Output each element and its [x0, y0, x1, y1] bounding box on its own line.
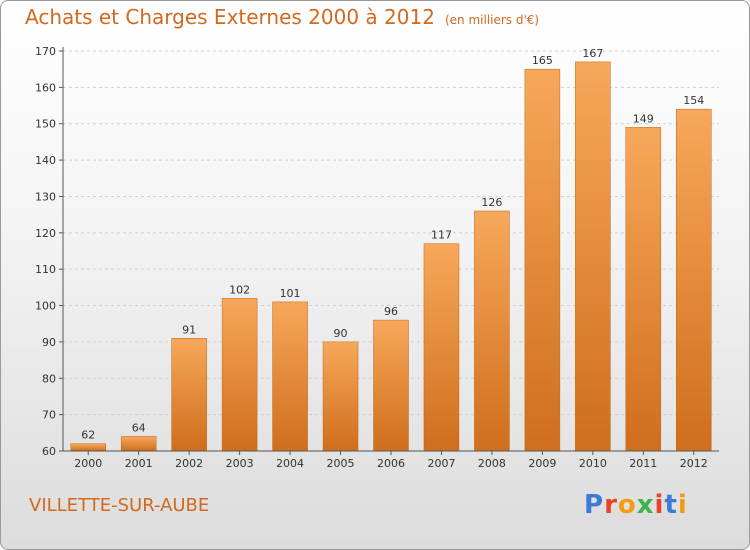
y-tick-label: 170 — [35, 45, 56, 58]
data-label: 154 — [683, 94, 704, 107]
bar — [120, 436, 157, 452]
data-label: 165 — [532, 54, 553, 67]
data-label: 102 — [229, 283, 250, 296]
data-label: 149 — [633, 112, 654, 125]
logo-letter: i — [677, 490, 688, 520]
data-label: 96 — [384, 305, 398, 318]
bar — [423, 243, 460, 452]
y-tick-label: 140 — [35, 154, 56, 167]
chart-title-unit: (en milliers d'€) — [444, 13, 540, 27]
y-tick-label: 110 — [35, 263, 56, 276]
y-tick-label: 130 — [35, 190, 56, 203]
proxiti-logo: Proxiti — [584, 490, 688, 520]
bar — [70, 443, 106, 452]
logo-letter: r — [604, 490, 618, 520]
chart-title-main: Achats et Charges Externes 2000 à 2012 — [25, 5, 435, 29]
x-tick-label: 2011 — [629, 457, 657, 470]
bars — [70, 61, 712, 452]
data-label: 101 — [280, 287, 301, 300]
x-tick-label: 2002 — [175, 457, 203, 470]
y-tick-label: 90 — [42, 336, 56, 349]
bar — [474, 210, 510, 452]
data-label: 126 — [481, 196, 502, 209]
bar — [272, 301, 308, 452]
logo-letter: t — [664, 490, 678, 520]
commune-name: VILLETTE-SUR-AUBE — [29, 495, 210, 516]
bar — [575, 61, 611, 452]
data-label: 90 — [334, 327, 348, 340]
labels: 60 70 80 90 100 110 120 130 140 150 160 170 62 2000 64… — [35, 45, 708, 470]
bar — [676, 108, 712, 452]
y-tick-label: 120 — [35, 227, 56, 240]
data-label: 117 — [431, 229, 452, 242]
y-tick-label: 70 — [42, 409, 56, 422]
data-label: 91 — [182, 323, 196, 336]
bar — [221, 298, 258, 452]
x-tick-label: 2008 — [478, 457, 506, 470]
x-tick-label: 2010 — [579, 457, 607, 470]
x-tick-label: 2003 — [226, 457, 254, 470]
y-tick-label: 100 — [35, 300, 56, 313]
bar — [625, 127, 662, 452]
y-tick-label: 60 — [42, 445, 56, 458]
logo-letter: x — [636, 490, 655, 520]
x-tick-label: 2004 — [276, 457, 304, 470]
x-tick-label: 2009 — [528, 457, 556, 470]
x-tick-label: 2012 — [680, 457, 708, 470]
bar — [524, 68, 561, 452]
y-tick-label: 80 — [42, 372, 56, 385]
bar — [171, 338, 207, 452]
chart-title: Achats et Charges Externes 2000 à 2012 (e… — [25, 5, 539, 29]
bar — [373, 319, 409, 452]
x-tick-label: 2000 — [74, 457, 102, 470]
axes — [59, 47, 719, 455]
x-tick-label: 2005 — [327, 457, 355, 470]
data-label: 64 — [132, 421, 146, 434]
y-tick-label: 150 — [35, 118, 56, 131]
x-tick-label: 2007 — [427, 457, 455, 470]
data-label: 167 — [582, 47, 603, 60]
x-tick-label: 2001 — [125, 457, 153, 470]
y-tick-label: 160 — [35, 81, 56, 94]
logo-letter: i — [654, 490, 665, 520]
bar — [322, 341, 359, 452]
logo-letter: o — [617, 490, 637, 520]
x-tick-label: 2006 — [377, 457, 405, 470]
data-label: 62 — [81, 429, 95, 442]
logo-letter: P — [584, 490, 605, 520]
